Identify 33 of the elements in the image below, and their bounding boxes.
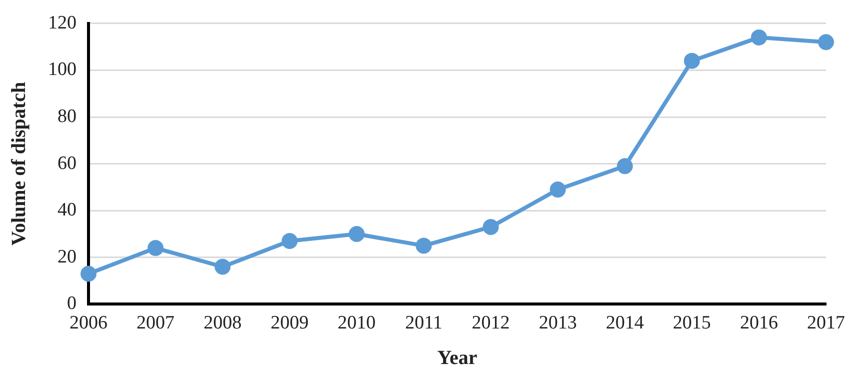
- y-tick-label: 40: [58, 200, 76, 221]
- x-tick-label: 2009: [270, 312, 309, 334]
- point: [282, 233, 298, 250]
- point: [348, 226, 365, 242]
- x-tick-label: 2013: [538, 312, 577, 334]
- y-tick-label: 20: [58, 246, 76, 268]
- x-tick-label: 2014: [606, 312, 644, 334]
- point: [482, 218, 499, 235]
- point: [616, 158, 633, 174]
- x-tick-label: 2008: [204, 312, 242, 334]
- x-tick-label: 2011: [405, 312, 442, 334]
- y-tick-label: 0: [67, 293, 76, 314]
- point: [214, 258, 231, 275]
- x-tick-label: 2017: [807, 312, 845, 334]
- x-tick-label: 2010: [338, 312, 376, 334]
- y-tick-label: 100: [48, 59, 76, 80]
- x-tick-label: 2006: [70, 312, 108, 334]
- x-axis-title: Year: [437, 347, 478, 370]
- x-tick-label: 2012: [472, 312, 510, 334]
- point: [684, 52, 700, 69]
- x-tick-label: 2016: [740, 312, 778, 334]
- y-tick-label: 60: [58, 152, 76, 174]
- point: [416, 238, 432, 254]
- x-tick-label: 2007: [136, 312, 175, 334]
- point: [80, 266, 96, 282]
- x-tick-label: 2015: [672, 312, 711, 334]
- point: [550, 182, 566, 198]
- point: [818, 34, 834, 50]
- point: [148, 240, 164, 256]
- y-tick-label: 80: [58, 106, 76, 127]
- point: [750, 29, 767, 46]
- y-tick-label: 120: [48, 12, 76, 34]
- y-axis-title: Volume of dispatch: [8, 82, 30, 246]
